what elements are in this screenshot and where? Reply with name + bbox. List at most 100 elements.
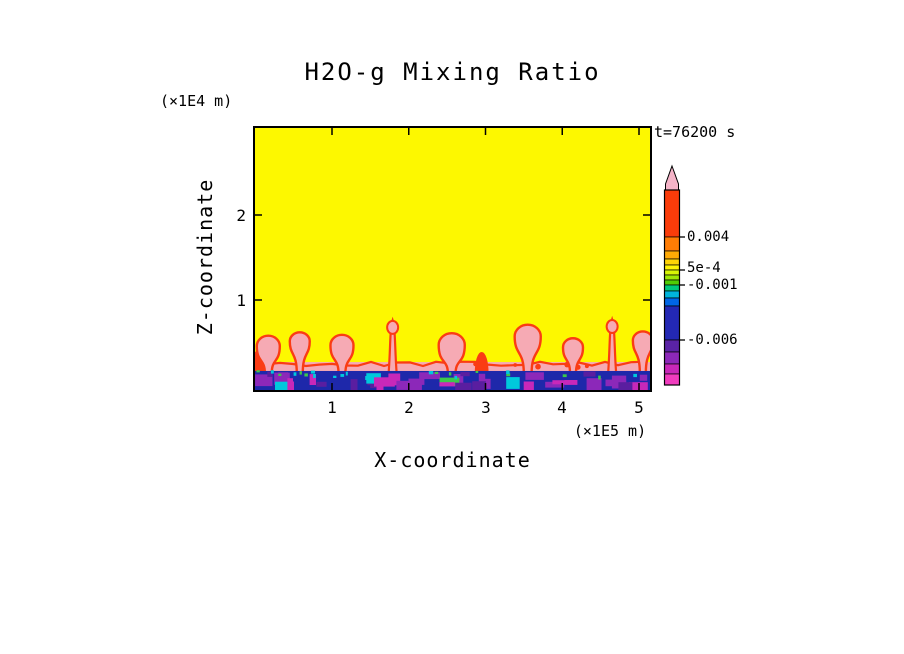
strip-speckle [562,374,567,378]
strip-speckle [428,371,434,375]
colorbar-segment [664,305,680,341]
plot-frame [253,126,652,392]
strip-patch [552,380,567,385]
colorbar-segment [664,236,680,252]
z-axis-label: Z-coordinate [193,178,217,336]
strip-patch [428,373,437,379]
strip-speckle [345,371,348,376]
strip-patch [618,382,633,390]
colorbar-segment [664,339,680,353]
strip-patch [374,377,395,387]
strip-speckle [506,373,511,377]
strip-speckle [598,375,601,380]
red-dot [536,363,541,369]
colorbar-label: -0.006 [687,332,738,348]
strip-patch [639,374,648,381]
colorbar-segment [664,297,680,307]
strip-speckle [293,372,297,376]
strip-patch [583,371,596,377]
colorbar-segment [664,373,680,386]
strip-speckle [434,371,439,374]
strip-patch [267,371,273,377]
plume-shape [631,330,650,375]
strip-patch [545,381,565,388]
colorbar-label: -0.001 [687,277,738,293]
strip-patch [316,381,327,387]
x-tick-label: 1 [327,398,337,417]
colorbar-segment [664,290,680,299]
time-label: t=76200 s [654,123,736,141]
strip-speckle [448,372,452,376]
colorbar-segment [664,363,680,375]
strip-patch [460,372,470,377]
colorbar-label: 5e-4 [687,260,721,276]
plume-head [386,319,400,335]
strip-speckle [340,374,345,377]
plume-shape [513,323,542,375]
x-axis-unit-label: (×1E5 m) [573,422,647,440]
strip-speckle [454,375,458,380]
plot-title: H2O-g Mixing Ratio [304,58,601,86]
heatmap-plot [255,128,650,390]
strip-patch [309,374,316,385]
colorbar-segment [664,189,680,238]
x-tick-label: 3 [481,398,491,417]
colorbar-frame [663,189,681,386]
strip-patch [408,380,422,390]
red-dot [513,363,518,367]
strip-patch [586,378,602,390]
plume-shape [329,333,355,375]
x-axis-label: X-coordinate [374,448,531,472]
strip-speckle [365,376,370,380]
colorbar-segment [664,264,680,271]
strip-patch [275,381,288,390]
strip-patch [366,373,381,384]
colorbar-segment [664,279,680,286]
z-tick-label: 2 [236,206,246,225]
strip-patch [439,377,460,387]
colorbar-segment [664,269,680,276]
colorbar-segment [664,274,680,281]
strip-speckle [313,374,316,378]
strip-patch [396,380,411,390]
colorbar-arrow [665,164,679,191]
plume-shape [474,352,489,374]
strip-speckle [270,370,274,374]
strip-patch [506,377,520,389]
strip-speckle [633,373,637,378]
x-tick-label: 2 [404,398,414,417]
strip-patch [472,381,486,390]
strip-speckle [475,370,479,373]
strip-speckle [310,370,315,374]
colorbar-segment [664,250,680,260]
strip-patch [483,378,491,389]
strip-patch [564,380,578,385]
colorbar [663,164,685,386]
x-tick-label: 4 [557,398,567,417]
strip-speckle [333,375,337,378]
red-dot [584,364,589,369]
y-axis-unit-label: (×1E4 m) [160,92,233,110]
plume-shape [437,331,466,375]
strip-patch [439,382,455,387]
strip-patch [455,382,472,390]
colorbar-segment [664,351,680,365]
strip-patch [255,374,273,387]
strip-patch [350,379,358,390]
strip-patch [523,381,534,390]
strip-speckle [304,373,308,377]
colorbar-label: 0.004 [687,229,730,245]
strip-patch [287,378,293,390]
colorbar-segment [664,284,680,292]
plume-shape [288,331,311,375]
z-tick-label: 1 [236,291,246,310]
x-tick-label: 5 [634,398,644,417]
strip-patch [478,373,486,384]
plume-shape [255,334,282,375]
plume-shape [561,337,585,375]
strip-speckle [256,370,260,373]
strip-patch [278,372,289,379]
colorbar-segment [664,258,680,266]
strip-patch [525,372,544,380]
